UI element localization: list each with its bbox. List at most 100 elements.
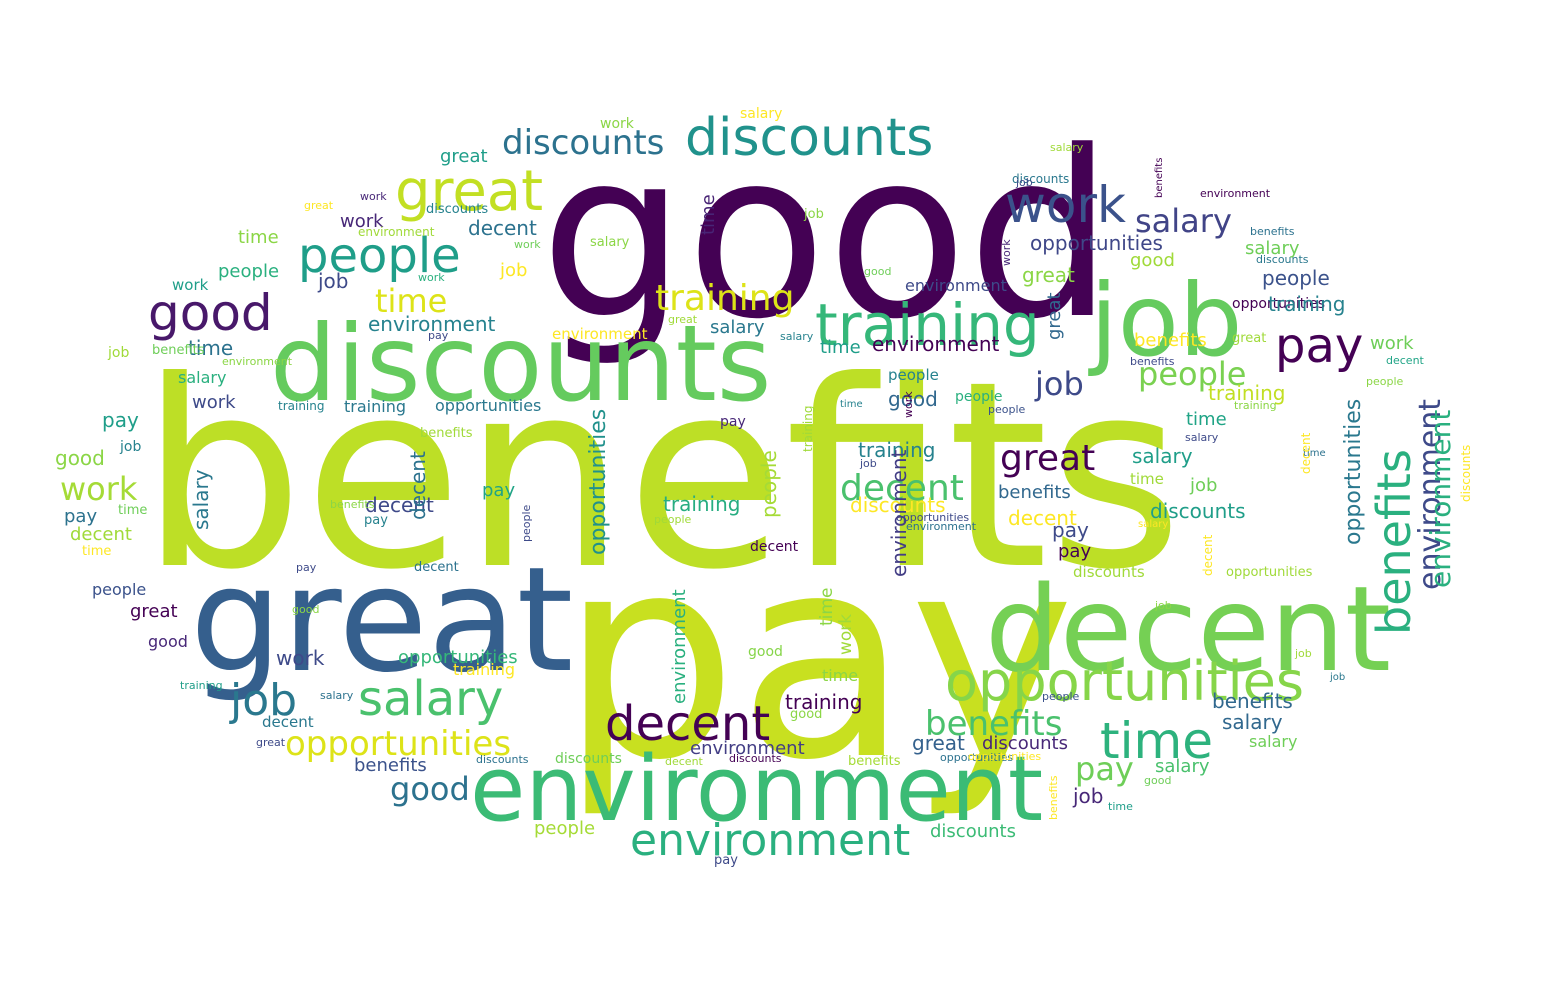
- cloud-word-discounts: discounts: [1150, 499, 1246, 523]
- cloud-word-discounts: discounts: [1073, 563, 1145, 581]
- cloud-word-decent: decent: [985, 560, 1391, 698]
- cloud-word-time: time: [82, 544, 111, 559]
- cloud-word-time-vertical: time: [817, 588, 837, 626]
- cloud-word-training: training: [785, 690, 862, 714]
- cloud-word-good: good: [1130, 250, 1175, 271]
- cloud-word-training: training: [453, 660, 515, 679]
- cloud-word-environment: environment: [552, 325, 648, 343]
- cloud-word-pay: pay: [428, 329, 449, 342]
- cloud-word-salary: salary: [1155, 756, 1210, 777]
- cloud-word-time: time: [822, 666, 858, 685]
- cloud-word-discounts: discounts: [476, 753, 529, 766]
- cloud-word-benefits: benefits: [925, 704, 1062, 744]
- cloud-word-people: people: [1366, 375, 1404, 388]
- cloud-word-work: work: [60, 470, 138, 508]
- cloud-word-work: work: [600, 116, 635, 132]
- cloud-word-salary-vertical: salary: [189, 469, 213, 530]
- cloud-word-benefits: benefits: [140, 326, 1183, 626]
- cloud-word-good: good: [748, 644, 783, 660]
- cloud-word-environment: environment: [630, 815, 910, 866]
- cloud-word-job: job: [107, 345, 129, 361]
- cloud-word-good: good: [390, 770, 470, 808]
- cloud-word-pay: pay: [296, 561, 317, 574]
- cloud-word-opportunities: opportunities: [1341, 399, 1366, 545]
- cloud-word-people: people: [888, 366, 939, 384]
- cloud-word-benefits: benefits: [152, 343, 205, 358]
- cloud-word-work-vertical: work: [836, 614, 856, 655]
- cloud-word-time: time: [188, 336, 233, 360]
- cloud-word-job: job: [859, 457, 877, 470]
- cloud-word-job: job: [1034, 365, 1084, 403]
- cloud-word-discounts: discounts: [555, 751, 622, 767]
- cloud-word-decent: decent: [1299, 432, 1313, 474]
- cloud-word-decent: decent: [70, 524, 132, 545]
- cloud-word-job: job: [1072, 784, 1104, 808]
- cloud-word-great: great: [440, 146, 488, 167]
- cloud-word-people: people: [218, 261, 279, 282]
- cloud-word-salary: salary: [1050, 141, 1084, 154]
- cloud-word-great: great: [912, 731, 965, 755]
- cloud-word-salary: salary: [780, 330, 814, 343]
- cloud-word-opportunities: opportunities: [1232, 296, 1325, 312]
- cloud-word-discounts: discounts: [1459, 445, 1473, 502]
- cloud-word-benefits: benefits: [998, 482, 1071, 503]
- cloud-word-discounts: discounts: [426, 202, 488, 217]
- cloud-word-environment-vertical: environment: [1424, 410, 1457, 588]
- cloud-word-decent: decent: [365, 493, 434, 517]
- cloud-word-environment: environment: [1413, 399, 1448, 590]
- cloud-word-work: work: [902, 391, 915, 418]
- cloud-word-people: people: [534, 818, 595, 839]
- cloud-word-decent: decent: [840, 468, 964, 509]
- cloud-word-salary: salary: [1185, 431, 1219, 444]
- cloud-word-great: great: [668, 313, 698, 326]
- cloud-word-time: time: [375, 282, 447, 320]
- cloud-word-training: training: [815, 291, 1040, 359]
- cloud-word-job: job: [1189, 475, 1217, 496]
- cloud-word-job: job: [1154, 599, 1172, 612]
- cloud-word-people: people: [955, 389, 1002, 405]
- cloud-word-opportunities: opportunities: [285, 724, 511, 764]
- cloud-word-people: people: [1262, 266, 1330, 290]
- cloud-word-environment: environment: [906, 520, 977, 533]
- cloud-word-discounts: discounts: [930, 821, 1016, 842]
- cloud-word-work: work: [340, 211, 384, 232]
- cloud-word-good: good: [790, 707, 822, 722]
- cloud-word-pay: pay: [1052, 518, 1089, 542]
- cloud-word-salary: salary: [178, 368, 226, 387]
- cloud-word-benefits: benefits: [848, 754, 901, 769]
- cloud-word-opportunities: opportunities: [586, 409, 611, 555]
- cloud-word-good: good: [148, 632, 188, 651]
- cloud-word-time: time: [1130, 470, 1164, 488]
- cloud-word-environment: environment: [905, 276, 1007, 295]
- cloud-word-opportunities: opportunities: [435, 396, 541, 415]
- cloud-word-opportunities: opportunities: [1226, 565, 1313, 580]
- cloud-word-time: time: [1186, 409, 1227, 430]
- cloud-word-people: people: [988, 403, 1026, 416]
- cloud-word-work: work: [1005, 176, 1126, 234]
- cloud-word-environment: environment: [669, 589, 690, 704]
- cloud-word-benefits: benefits: [1134, 330, 1207, 351]
- cloud-word-benefits: benefits: [1367, 449, 1421, 635]
- cloud-word-people: people: [1042, 690, 1080, 703]
- cloud-word-people: people: [520, 504, 533, 542]
- cloud-word-pay: pay: [1275, 318, 1363, 374]
- cloud-word-great: great: [395, 159, 543, 224]
- cloud-word-benefits: benefits: [1212, 689, 1293, 713]
- cloud-word-great: great: [256, 736, 286, 749]
- cloud-word-discounts: discounts: [1256, 253, 1309, 266]
- cloud-word-people: people: [1138, 355, 1246, 393]
- cloud-word-decent: decent: [414, 560, 459, 575]
- cloud-word-time: time: [238, 227, 279, 248]
- cloud-word-work: work: [172, 276, 209, 294]
- cloud-word-good: good: [888, 387, 938, 411]
- cloud-word-benefits: benefits: [354, 755, 427, 776]
- cloud-word-environment: environment: [358, 225, 435, 239]
- cloud-word-training: training: [1268, 292, 1345, 316]
- cloud-word-pay: pay: [1075, 750, 1134, 788]
- cloud-word-great: great: [1044, 292, 1065, 340]
- cloud-word-good: good: [55, 446, 105, 470]
- cloud-word-salary: salary: [320, 689, 354, 702]
